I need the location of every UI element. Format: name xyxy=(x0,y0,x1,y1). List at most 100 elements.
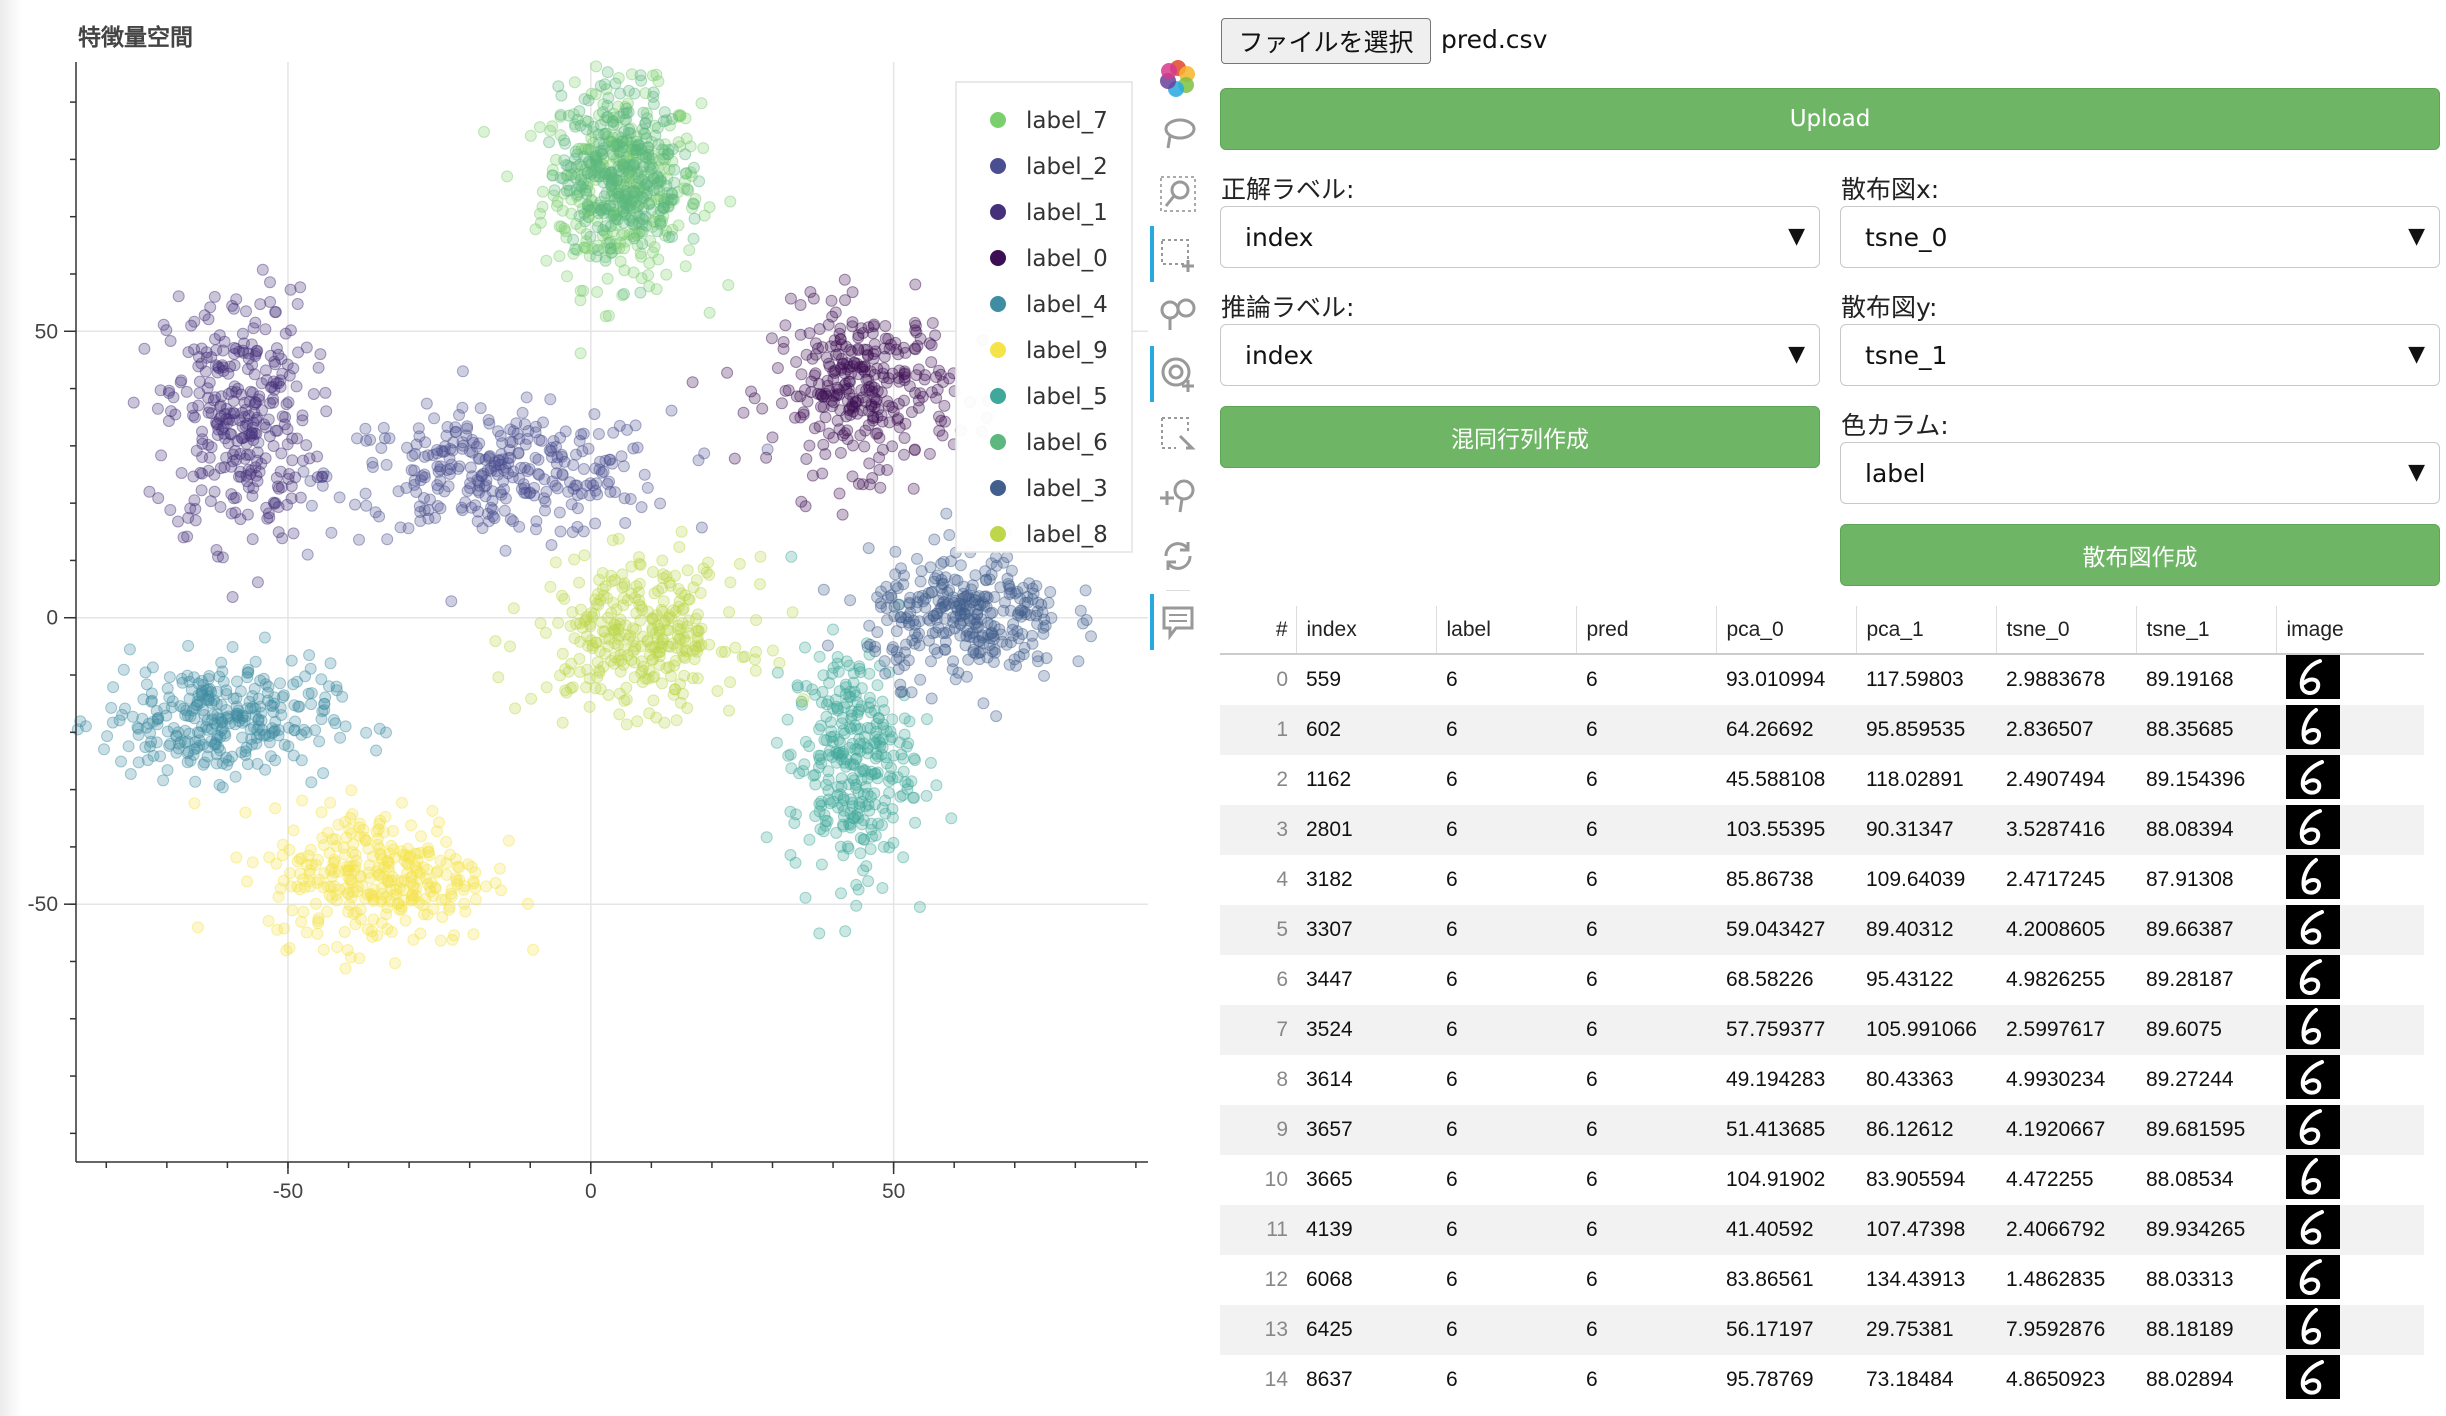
scatter-point xyxy=(591,151,604,164)
scatter-point xyxy=(799,641,811,654)
reset-icon[interactable] xyxy=(1156,534,1200,578)
table-row[interactable]: 13 6425 6 6 56.17197 29.75381 7.9592876 88.1818… xyxy=(1220,1305,2424,1355)
scatter-point xyxy=(820,734,833,747)
scatter-point xyxy=(625,68,638,81)
scatter-point xyxy=(622,106,635,119)
scatter-point xyxy=(469,893,482,906)
pan-icon[interactable] xyxy=(1156,292,1200,336)
table-row[interactable]: 9 3657 6 6 51.413685 86.12612 4.1920667 89.6815… xyxy=(1220,1105,2424,1155)
scatter-point xyxy=(661,172,674,185)
scatter-point xyxy=(933,364,945,377)
scatter-point xyxy=(606,131,619,144)
scatter-plot-button[interactable]: 散布図作成 xyxy=(1840,524,2440,586)
scatter-point xyxy=(647,90,660,103)
scatter-point xyxy=(877,367,889,380)
scatter-point xyxy=(831,388,844,400)
column-header[interactable]: label xyxy=(1435,606,1576,655)
pred-label-select[interactable]: index ▼ xyxy=(1220,324,1820,386)
scatter-point xyxy=(214,400,227,413)
table-row[interactable]: 6 3447 6 6 68.58226 95.43122 4.9826255 89.28187 xyxy=(1220,955,2424,1005)
zoom-in-icon[interactable] xyxy=(1156,472,1200,516)
table-cell: 4.1920667 xyxy=(1996,1105,2136,1155)
column-header[interactable]: pca_1 xyxy=(1855,606,1996,655)
table-row[interactable]: 10 3665 6 6 104.91902 83.905594 4.472255 88.085… xyxy=(1220,1155,2424,1205)
scatter-point xyxy=(846,286,859,299)
scatter-point xyxy=(433,816,445,829)
confusion-matrix-button[interactable]: 混同行列作成 xyxy=(1220,406,1820,468)
table-row[interactable]: 5 3307 6 6 59.043427 89.40312 4.2008605 89.6638… xyxy=(1220,905,2424,955)
scatter-point xyxy=(339,720,352,733)
scatter-point xyxy=(631,239,644,252)
scatter-point xyxy=(227,302,240,315)
table-cell xyxy=(2276,1355,2424,1405)
scatter-y-select[interactable]: tsne_1 ▼ xyxy=(1840,324,2440,386)
column-header[interactable]: # xyxy=(1220,606,1296,655)
table-row[interactable]: 12 6068 6 6 83.86561 134.43913 1.4862835 88.033… xyxy=(1220,1255,2424,1305)
wheel-zoom-icon[interactable] xyxy=(1150,346,1200,402)
lasso-select-icon[interactable] xyxy=(1156,112,1200,156)
upload-button[interactable]: Upload xyxy=(1220,88,2440,150)
scatter-point xyxy=(431,479,444,492)
column-header[interactable]: tsne_0 xyxy=(1995,606,2136,655)
box-select-icon[interactable] xyxy=(1150,226,1200,282)
scatter-point xyxy=(566,526,579,539)
scatter-point xyxy=(300,439,313,452)
bokeh-logo-icon[interactable] xyxy=(1156,56,1200,100)
poly-select-icon[interactable] xyxy=(1156,412,1200,456)
scatter-point xyxy=(835,363,848,376)
scatter-point xyxy=(1027,587,1040,600)
scatter-point xyxy=(138,342,151,355)
choose-file-button[interactable]: ファイルを選択 xyxy=(1221,18,1431,64)
scatter-point xyxy=(805,386,818,399)
hover-icon[interactable] xyxy=(1150,594,1200,650)
scatter-point xyxy=(895,748,908,761)
scatter-point xyxy=(666,155,679,168)
table-row[interactable]: 1 602 6 6 64.26692 95.859535 2.836507 88.35685 xyxy=(1220,705,2424,755)
scatter-point xyxy=(203,376,216,389)
scatter-point xyxy=(529,420,542,433)
table-row[interactable]: 2 1162 6 6 45.588108 118.02891 2.4907494 89.154… xyxy=(1220,755,2424,805)
scatter-point xyxy=(251,344,264,357)
scatter-x-select[interactable]: tsne_0 ▼ xyxy=(1840,206,2440,268)
scatter-point xyxy=(599,114,611,127)
scatter-point xyxy=(598,78,611,91)
color-column-select[interactable]: label ▼ xyxy=(1840,442,2440,504)
scatter-point xyxy=(808,422,821,435)
scatter-point xyxy=(882,332,895,345)
digit-image xyxy=(2286,655,2340,699)
table-row[interactable]: 0 559 6 6 93.010994 117.59803 2.9883678 89.1916… xyxy=(1220,654,2424,705)
table-row[interactable]: 7 3524 6 6 57.759377 105.991066 2.5997617 89.60… xyxy=(1220,1005,2424,1055)
column-header[interactable]: tsne_1 xyxy=(2135,606,2276,655)
scatter-point xyxy=(289,715,301,728)
true-label-select[interactable]: index ▼ xyxy=(1220,206,1820,268)
column-header[interactable]: pred xyxy=(1575,606,1716,655)
scatter-point xyxy=(477,467,490,480)
table-row[interactable]: 14 8637 6 6 95.78769 73.18484 4.8650923 88.0289… xyxy=(1220,1355,2424,1405)
zoom-icon[interactable] xyxy=(1156,172,1200,216)
scatter-point xyxy=(302,687,315,700)
scatter-point xyxy=(616,229,628,242)
column-header[interactable]: image xyxy=(2275,606,2424,655)
table-row[interactable]: 4 3182 6 6 85.86738 109.64039 2.4717245 87.9130… xyxy=(1220,855,2424,905)
table-row[interactable]: 3 2801 6 6 103.55395 90.31347 3.5287416 88.0839… xyxy=(1220,805,2424,855)
scatter-point xyxy=(389,957,401,970)
scatter-point xyxy=(589,150,602,163)
scatter-point xyxy=(192,360,205,373)
scatter-point xyxy=(597,465,610,478)
scatter-point xyxy=(493,454,506,467)
scatter-point xyxy=(618,242,631,255)
scatter-point xyxy=(277,689,290,702)
scatter-point xyxy=(813,377,825,390)
scatter-point xyxy=(580,235,593,248)
column-header[interactable]: pca_0 xyxy=(1715,606,1856,655)
scatter-point xyxy=(242,409,255,422)
column-header[interactable]: index xyxy=(1295,606,1436,655)
scatter-point xyxy=(838,273,851,286)
scatter-point xyxy=(461,485,474,497)
table-row[interactable]: 11 4139 6 6 41.40592 107.47398 2.4066792 89.934… xyxy=(1220,1205,2424,1255)
table-row[interactable]: 8 3614 6 6 49.194283 80.43363 4.9930234 89.2724… xyxy=(1220,1055,2424,1105)
scatter-point xyxy=(624,202,637,215)
scatter-point xyxy=(249,316,262,329)
scatter-point xyxy=(1011,585,1024,598)
